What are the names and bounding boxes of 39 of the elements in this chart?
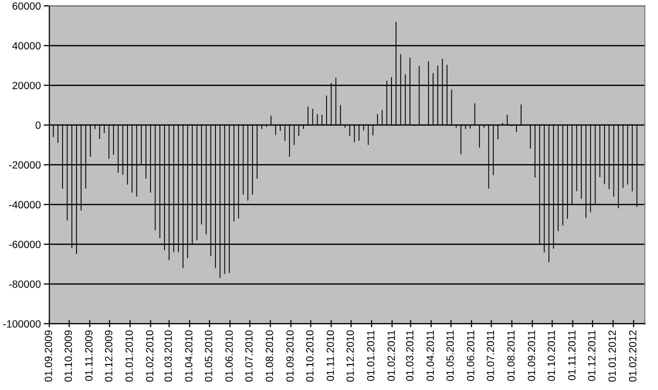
- x-tick-label: 01.11.2011: [568, 330, 576, 380]
- x-tick-label: 01.04.2011: [426, 330, 434, 381]
- x-tick-label: 01.10.2011: [548, 330, 556, 381]
- x-tick-label: 01.09.2011: [528, 330, 536, 381]
- x-tick-label: 01.03.2010: [164, 330, 172, 382]
- y-tick-label: -80000: [9, 280, 41, 288]
- x-tick-label: 01.10.2009: [64, 330, 72, 382]
- x-tick-label: 01.04.2010: [185, 330, 192, 382]
- x-tick-label: 01.02.2011: [388, 330, 395, 381]
- y-tick-label: -100000: [3, 320, 41, 328]
- x-tick-label: 01.11.2009: [85, 330, 93, 381]
- x-tick-label: 01.08.2010: [266, 330, 274, 382]
- x-tick-label: 01.02.2012: [629, 330, 636, 382]
- x-tick-label: 01.07.2011: [486, 330, 494, 381]
- x-tick-label: 01.03.2011: [406, 330, 414, 381]
- x-tick-label: 01.07.2010: [245, 330, 253, 382]
- x-tick-label: 01.01.2011: [366, 330, 374, 381]
- y-tick-label: -40000: [9, 201, 41, 208]
- x-tick-label: 01.09.2009: [44, 330, 52, 382]
- x-tick-label: 01.02.2010: [146, 330, 154, 382]
- x-tick-label: 01.06.2011: [466, 330, 474, 381]
- x-tick-label: 01.09.2010: [286, 330, 294, 382]
- x-tick-label: 01.12.2009: [104, 330, 112, 382]
- x-tick-label: 01.01.2012: [608, 330, 616, 382]
- x-tick-label: 01.05.2011: [446, 330, 454, 381]
- x-tick-label: 01.08.2011: [507, 330, 515, 381]
- y-tick-label: -20000: [9, 161, 41, 169]
- y-tick-label: 20000: [12, 82, 41, 90]
- y-tick-label: 60000: [12, 2, 41, 10]
- x-tick-label: 01.01.2010: [125, 330, 133, 382]
- y-tick-label: 40000: [12, 42, 41, 50]
- x-tick-label: 01.11.2010: [326, 330, 334, 381]
- y-tick-label: -60000: [9, 240, 41, 248]
- x-tick-label: 01.12.2010: [346, 330, 354, 382]
- y-tick-label: 0: [36, 122, 41, 129]
- x-tick-label: 01.06.2010: [225, 330, 233, 382]
- x-tick-label: 01.05.2010: [204, 330, 212, 382]
- x-tick-label: 01.12.2011: [588, 330, 596, 381]
- x-tick-label: 01.10.2010: [306, 330, 314, 382]
